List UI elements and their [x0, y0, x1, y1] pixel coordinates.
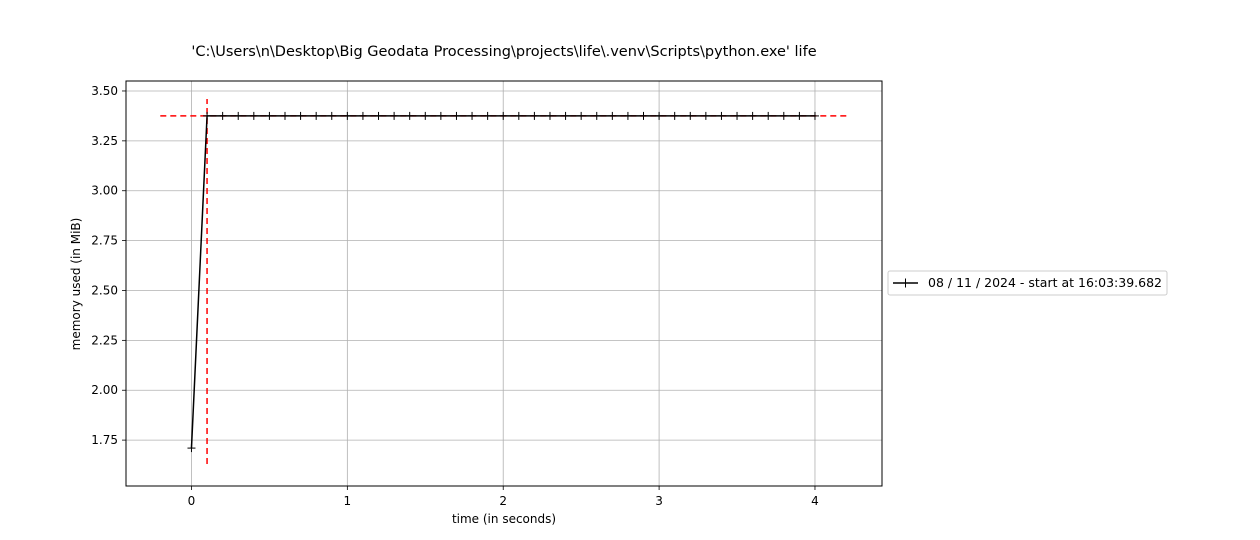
- y-tick-label: 3.50: [91, 84, 118, 98]
- data-point-marker: [670, 111, 679, 120]
- data-point-marker: [701, 111, 710, 120]
- x-tick-label: 3: [655, 494, 663, 508]
- data-point-marker: [499, 111, 508, 120]
- data-point-marker: [717, 111, 726, 120]
- x-ticks: 0 1 2 3 4: [188, 486, 819, 508]
- legend-box: [887, 270, 1168, 296]
- x-tick-label: 2: [499, 494, 507, 508]
- data-point-marker: [358, 111, 367, 120]
- x-tick-label: 4: [811, 494, 819, 508]
- data-point-marker: [218, 111, 227, 120]
- data-point-marker: [234, 111, 243, 120]
- data-point-marker: [436, 111, 445, 120]
- y-axis-label: memory used (in MiB): [69, 218, 83, 351]
- x-axis-label: time (in seconds): [452, 512, 556, 526]
- series-group: [187, 111, 819, 453]
- y-tick-label: 2.25: [91, 333, 118, 347]
- data-point-marker: [452, 111, 461, 120]
- data-point-marker: [530, 111, 539, 120]
- data-point-marker: [608, 111, 617, 120]
- x-tick-label: 1: [344, 494, 352, 508]
- data-point-marker: [421, 111, 430, 120]
- data-point-marker: [265, 111, 274, 120]
- data-point-marker: [810, 111, 819, 120]
- y-ticks: 1.75 2.00 2.25 2.50 2.75 3.00 3.25 3.50: [91, 84, 126, 447]
- legend-label: 08 / 11 / 2024 - start at 16:03:39.682: [928, 275, 1162, 290]
- data-point-marker: [468, 111, 477, 120]
- data-point-marker: [280, 111, 289, 120]
- data-point-marker: [249, 111, 258, 120]
- data-point-marker: [655, 111, 664, 120]
- data-point-marker: [327, 111, 336, 120]
- reference-lines: [160, 98, 850, 465]
- data-point-marker: [390, 111, 399, 120]
- grid: [126, 81, 882, 486]
- data-point-marker: [592, 111, 601, 120]
- data-point-marker: [733, 111, 742, 120]
- data-point-marker: [296, 111, 305, 120]
- y-tick-label: 2.00: [91, 383, 118, 397]
- data-point-marker: [187, 444, 196, 453]
- data-point-marker: [779, 111, 788, 120]
- data-point-marker: [483, 111, 492, 120]
- data-point-marker: [748, 111, 757, 120]
- data-point-marker: [795, 111, 804, 120]
- data-point-marker: [203, 111, 212, 120]
- data-point-marker: [405, 111, 414, 120]
- y-tick-label: 3.00: [91, 184, 118, 198]
- y-tick-label: 1.75: [91, 433, 118, 447]
- data-point-marker: [623, 111, 632, 120]
- y-tick-label: 2.75: [91, 234, 118, 248]
- data-point-marker: [686, 111, 695, 120]
- data-point-marker: [577, 111, 586, 120]
- data-point-marker: [312, 111, 321, 120]
- data-point-marker: [764, 111, 773, 120]
- data-point-marker: [343, 111, 352, 120]
- data-point-marker: [374, 111, 383, 120]
- legend: 08 / 11 / 2024 - start at 16:03:39.682: [887, 270, 1168, 296]
- data-point-marker: [561, 111, 570, 120]
- chart-title: 'C:\Users\n\Desktop\Big Geodata Processi…: [191, 44, 816, 60]
- y-tick-label: 3.25: [91, 134, 118, 148]
- plot-frame: [125, 80, 883, 487]
- data-point-marker: [545, 111, 554, 120]
- y-tick-label: 2.50: [91, 283, 118, 297]
- data-point-marker: [514, 111, 523, 120]
- x-tick-label: 0: [188, 494, 196, 508]
- data-point-marker: [639, 111, 648, 120]
